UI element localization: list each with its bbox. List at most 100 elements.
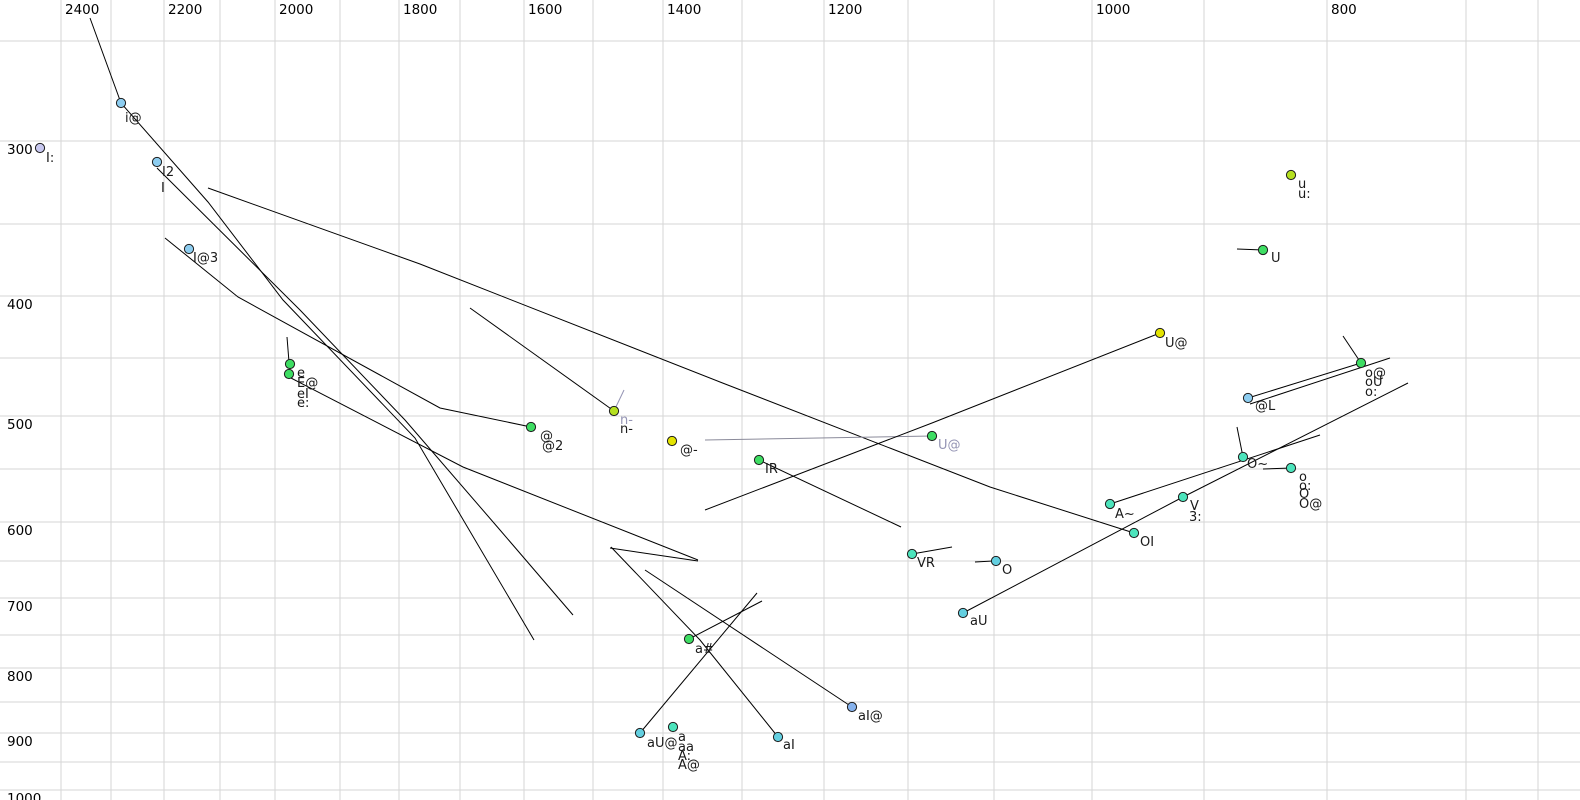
x-axis-tick-label: 1800 — [403, 2, 437, 18]
point-label: o: — [1299, 479, 1311, 494]
trajectory-line — [758, 459, 902, 528]
trajectory-line — [156, 167, 574, 616]
y-axis-tick-label: 900 — [7, 734, 33, 750]
data-point — [1177, 491, 1189, 503]
data-point — [284, 358, 296, 370]
trajectory-line — [639, 592, 758, 734]
trajectory-line — [1109, 434, 1321, 505]
point-label: O — [1002, 563, 1012, 578]
trajectory-line — [644, 569, 853, 708]
point-label: u: — [1298, 187, 1311, 202]
data-point — [115, 97, 127, 109]
point-label: E@ — [297, 376, 318, 391]
trajectory-line — [704, 332, 1161, 511]
trajectory-line — [286, 336, 290, 363]
point-label: a — [678, 730, 686, 745]
point-label: @L — [1255, 399, 1276, 414]
trajectory-line — [688, 600, 763, 640]
point-label: aU — [970, 614, 987, 629]
point-label: V — [1190, 499, 1199, 514]
data-point — [846, 701, 858, 713]
x-axis-tick-label: 1000 — [1096, 2, 1130, 18]
trajectory-line — [1249, 357, 1391, 405]
trajectory-line — [974, 560, 994, 563]
point-label: o — [1299, 470, 1307, 485]
point-label: IR — [765, 462, 778, 477]
point-label: I2 — [162, 165, 174, 180]
trajectory-line — [164, 237, 532, 428]
point-label: e: — [297, 396, 309, 411]
point-label: aU@ — [647, 736, 677, 751]
trajectory-line — [610, 546, 779, 738]
point-label: oU — [1365, 375, 1382, 390]
data-point — [283, 368, 295, 380]
point-label: aI@ — [858, 709, 883, 724]
x-axis-tick-label: 800 — [1331, 2, 1357, 18]
point-label: U@ — [1165, 336, 1188, 351]
point-label: I — [161, 181, 165, 196]
y-axis-tick-label: 300 — [7, 142, 33, 158]
y-axis-tick-label: 1000 — [7, 791, 41, 800]
y-axis-tick-label: 700 — [7, 599, 33, 615]
data-point — [957, 607, 969, 619]
data-point — [926, 430, 938, 442]
point-label: @2 — [542, 439, 563, 454]
y-axis-tick-label: 800 — [7, 669, 33, 685]
data-point — [1154, 327, 1166, 339]
point-label: A~ — [1115, 507, 1135, 522]
point-label: OI — [1140, 535, 1154, 550]
data-point — [1257, 244, 1269, 256]
data-point — [1285, 169, 1297, 181]
data-point — [772, 731, 784, 743]
point-label: o: — [1365, 385, 1377, 400]
data-point — [683, 633, 695, 645]
point-label: eI — [297, 387, 309, 402]
point-label: I@3 — [193, 251, 218, 266]
x-axis-tick-label: 1200 — [828, 2, 862, 18]
point-label: aa — [678, 740, 694, 755]
data-point — [34, 142, 46, 154]
point-label: U — [1271, 251, 1281, 266]
trajectory-line — [1342, 335, 1362, 364]
trajectory-line — [609, 547, 699, 562]
data-point — [608, 405, 620, 417]
point-label: u — [1298, 177, 1306, 192]
data-point — [1242, 392, 1254, 404]
data-point — [1237, 451, 1249, 463]
trajectory-line — [1247, 362, 1362, 399]
data-point — [634, 727, 646, 739]
y-axis-tick-label: 500 — [7, 417, 33, 433]
point-label: @- — [680, 443, 698, 458]
point-label: n- — [620, 413, 633, 428]
data-point — [666, 435, 678, 447]
x-axis-tick-label: 1400 — [667, 2, 701, 18]
point-label: @ — [540, 429, 553, 444]
data-point — [151, 156, 163, 168]
y-axis-tick-label: 600 — [7, 523, 33, 539]
point-label: aI — [783, 738, 795, 753]
point-label: I: — [46, 151, 54, 166]
point-label: O — [1299, 487, 1309, 502]
y-axis-tick-label: 400 — [7, 297, 33, 313]
data-point — [1104, 498, 1116, 510]
data-point — [990, 555, 1002, 567]
x-axis-tick-label: 2400 — [65, 2, 99, 18]
trajectory-line — [89, 17, 535, 641]
data-point — [906, 548, 918, 560]
point-label: VR — [917, 556, 935, 571]
trajectory-line — [288, 376, 699, 561]
point-label: A: — [678, 749, 691, 764]
data-point — [1355, 357, 1367, 369]
data-point — [753, 454, 765, 466]
x-axis-tick-label: 2000 — [279, 2, 313, 18]
trajectory-line — [207, 187, 1135, 534]
point-label: n- — [620, 422, 633, 437]
point-label: A@ — [678, 758, 700, 773]
data-point — [667, 721, 679, 733]
data-point — [1285, 462, 1297, 474]
point-label: O~ — [1247, 457, 1268, 472]
point-label: i@ — [125, 111, 142, 126]
point-label: o@ — [1365, 366, 1386, 381]
